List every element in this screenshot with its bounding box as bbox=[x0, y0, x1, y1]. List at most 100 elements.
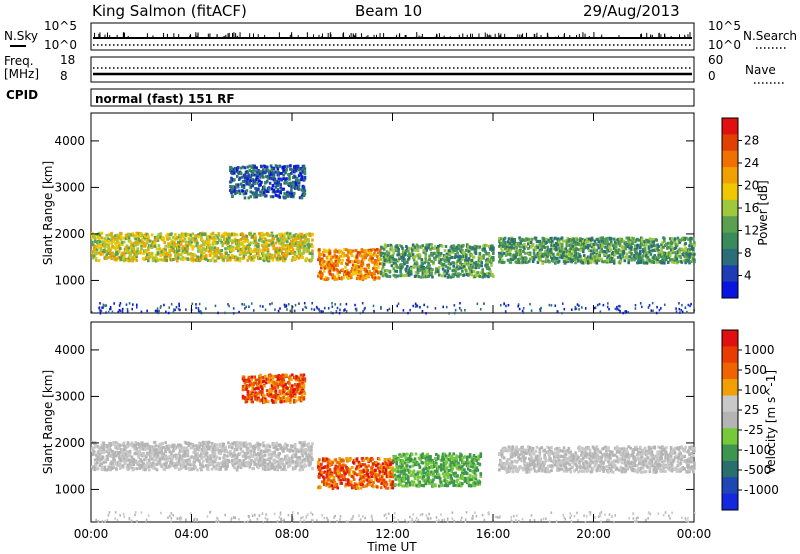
heatmap-cell bbox=[684, 242, 687, 246]
heatmap-cell bbox=[688, 261, 691, 265]
heatmap-cell bbox=[93, 236, 97, 240]
heatmap-cell bbox=[236, 185, 240, 189]
heatmap-cell bbox=[274, 308, 276, 311]
heatmap-cell bbox=[627, 258, 630, 262]
heatmap-cell bbox=[184, 465, 188, 469]
heatmap-cell bbox=[550, 247, 553, 251]
heatmap-cell bbox=[498, 244, 502, 248]
heatmap-cell bbox=[277, 177, 281, 181]
heatmap-cell bbox=[660, 243, 663, 247]
heatmap-cell bbox=[176, 445, 180, 449]
heatmap-cell bbox=[601, 260, 604, 264]
heatmap-cell bbox=[457, 258, 460, 262]
heatmap-cell bbox=[91, 243, 95, 247]
heatmap-cell bbox=[689, 239, 692, 243]
heatmap-cell bbox=[289, 164, 292, 168]
heatmap-cell bbox=[137, 236, 140, 240]
heatmap-cell bbox=[625, 255, 629, 259]
heatmap-cell bbox=[122, 236, 126, 240]
heatmap-cell bbox=[464, 254, 468, 258]
heatmap-cell bbox=[285, 304, 288, 307]
heatmap-cell bbox=[348, 260, 351, 264]
heatmap-cell bbox=[457, 274, 460, 278]
heatmap-cell bbox=[197, 454, 200, 458]
heatmap-cell bbox=[452, 274, 456, 278]
heatmap-cell bbox=[194, 234, 197, 238]
heatmap-cell bbox=[334, 258, 338, 262]
heatmap-cell bbox=[554, 261, 557, 265]
heatmap-cell bbox=[208, 235, 212, 239]
heatmap-cell bbox=[130, 246, 134, 250]
heatmap-cell bbox=[529, 302, 531, 306]
heatmap-cell bbox=[362, 310, 364, 313]
heatmap-cell bbox=[382, 255, 386, 259]
heatmap-cell bbox=[379, 272, 383, 276]
heatmap-cell bbox=[445, 271, 449, 275]
heatmap-cell bbox=[498, 258, 502, 262]
heatmap-cell bbox=[613, 252, 617, 256]
heatmap-cell bbox=[155, 463, 159, 467]
heatmap-cell bbox=[104, 460, 108, 464]
heatmap-cell bbox=[443, 255, 447, 259]
heatmap-cell bbox=[152, 256, 156, 260]
heatmap-cell bbox=[177, 235, 181, 239]
heatmap-cell bbox=[459, 257, 462, 261]
heatmap-cell bbox=[369, 252, 372, 256]
heatmap-cell bbox=[146, 309, 148, 313]
heatmap-cell bbox=[109, 443, 112, 447]
heatmap-cell bbox=[409, 308, 411, 312]
heatmap-cell bbox=[109, 462, 112, 466]
heatmap-cell bbox=[693, 241, 696, 245]
heatmap-cell bbox=[682, 259, 686, 263]
heatmap-cell bbox=[532, 248, 536, 252]
heatmap-cell bbox=[199, 466, 202, 470]
colorbar-tick-label: 16 bbox=[744, 201, 759, 215]
heatmap-cell bbox=[461, 257, 464, 261]
heatmap-cell bbox=[605, 245, 608, 249]
heatmap-cell bbox=[199, 258, 202, 262]
heatmap-cell bbox=[565, 242, 569, 246]
heatmap-cell bbox=[580, 306, 583, 309]
heatmap-cell bbox=[349, 249, 352, 253]
heatmap-cell bbox=[568, 249, 572, 253]
heatmap-cell bbox=[171, 457, 174, 461]
heatmap-cell bbox=[294, 164, 298, 168]
heatmap-cell bbox=[282, 237, 285, 241]
heatmap-cell bbox=[148, 450, 152, 454]
heatmap-cell bbox=[114, 460, 117, 464]
heatmap-cell bbox=[470, 253, 474, 257]
heatmap-cell bbox=[584, 242, 588, 246]
heatmap-cell bbox=[177, 249, 181, 253]
heatmap-cell bbox=[248, 164, 252, 168]
heatmap-cell bbox=[189, 233, 193, 237]
heatmap-cell bbox=[540, 306, 542, 310]
heatmap-cell bbox=[691, 252, 694, 256]
heatmap-cell bbox=[143, 257, 146, 261]
heatmap-cell bbox=[527, 259, 531, 263]
heatmap-cell bbox=[146, 247, 150, 251]
heatmap-cell bbox=[320, 253, 323, 257]
heatmap-cell bbox=[195, 458, 198, 462]
heatmap-cell bbox=[472, 261, 476, 265]
heatmap-cell bbox=[107, 467, 111, 471]
heatmap-cell bbox=[300, 245, 304, 249]
heatmap-cell bbox=[258, 232, 261, 236]
heatmap-cell bbox=[107, 255, 111, 259]
heatmap-cell bbox=[590, 243, 594, 247]
heatmap-cell bbox=[94, 258, 98, 262]
heatmap-cell bbox=[467, 247, 471, 251]
heatmap-cell bbox=[592, 246, 596, 250]
heatmap-cell bbox=[444, 264, 448, 268]
heatmap-cell bbox=[285, 177, 288, 181]
heatmap-cell bbox=[115, 454, 118, 458]
heatmap-cell bbox=[324, 276, 328, 280]
heatmap-cell bbox=[360, 265, 364, 269]
heatmap-cell bbox=[339, 308, 341, 312]
heatmap-cell bbox=[233, 237, 237, 241]
heatmap-cell bbox=[470, 258, 474, 262]
heatmap-cell bbox=[643, 252, 647, 256]
heatmap-cell bbox=[268, 181, 272, 185]
heatmap-cell bbox=[189, 442, 193, 446]
heatmap-cell bbox=[396, 265, 399, 269]
heatmap-cell bbox=[412, 258, 416, 262]
